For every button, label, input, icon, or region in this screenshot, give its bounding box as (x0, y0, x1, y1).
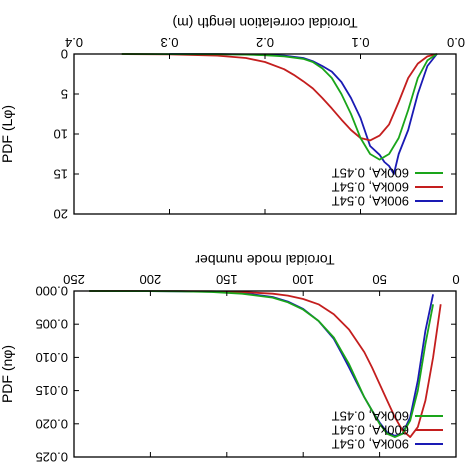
y-tick-label: 0.005 (35, 317, 68, 332)
y-tick-label: 0.015 (35, 383, 68, 398)
correlation-length-x-axis-label: Toroidal correlation length (m) (172, 15, 357, 31)
mode-number-plot-frame (73, 290, 457, 458)
x-tick-label: 0 (452, 272, 459, 287)
legend-label-600kA-045T: 600kA, 0.45T (332, 166, 409, 181)
legend-label-900kA-054T: 900kA, 0.54T (332, 194, 409, 209)
mode-number-y-axis-label: PDF (nφ) (0, 345, 15, 403)
y-tick-label: 0 (61, 47, 68, 62)
series-line-600kA-0-45T (121, 53, 438, 161)
mode-number-legend: 600kA, 0.45T 600kA, 0.54T 900kA, 0.54T (332, 409, 443, 452)
x-tick-label: 200 (140, 272, 162, 287)
x-tick-label: 0.2 (256, 35, 274, 50)
mode-number-x-axis-label: Toroidal mode number (195, 252, 335, 268)
correlation-length-ticks: 0.0 0.1 0.2 0.3 0.40 5 10 15 20 (54, 35, 466, 222)
legend-label-600kA-045T: 600kA, 0.45T (332, 409, 409, 424)
series-line-600kA-0-45T (89, 290, 434, 439)
correlation-length-panel: 0.0 0.1 0.2 0.3 0.40 5 10 15 20 Toroidal correla… (0, 15, 465, 222)
x-tick-label: 0.4 (65, 35, 83, 50)
x-tick-label: 150 (216, 272, 238, 287)
x-tick-label: 100 (292, 272, 314, 287)
x-tick-label: 0.3 (160, 35, 178, 50)
correlation-length-series (121, 53, 438, 175)
y-tick-label: 0.025 (35, 450, 68, 464)
legend-label-600kA-054T: 600kA, 0.54T (332, 423, 409, 438)
x-tick-label: 0.1 (351, 35, 369, 50)
y-tick-label: 10 (54, 127, 68, 142)
y-tick-label: 0.020 (35, 416, 68, 431)
correlation-length-y-axis-label: PDF (Lφ) (0, 105, 15, 163)
y-tick-label: 15 (54, 167, 68, 182)
legend-label-900kA-054T: 900kA, 0.54T (332, 437, 409, 452)
x-tick-label: 50 (372, 272, 386, 287)
correlation-length-legend: 600kA, 0.45T 600kA, 0.54T 900kA, 0.54T (332, 166, 443, 209)
y-tick-label: 0.000 (35, 284, 68, 299)
x-tick-label: 0.0 (447, 35, 465, 50)
y-tick-label: 0.010 (35, 350, 68, 365)
series-line-600kA-0-54T (121, 53, 438, 142)
y-tick-label: 20 (54, 207, 68, 222)
x-tick-label: 250 (63, 272, 85, 287)
y-tick-label: 5 (61, 87, 68, 102)
legend-label-600kA-054T: 600kA, 0.54T (332, 180, 409, 195)
